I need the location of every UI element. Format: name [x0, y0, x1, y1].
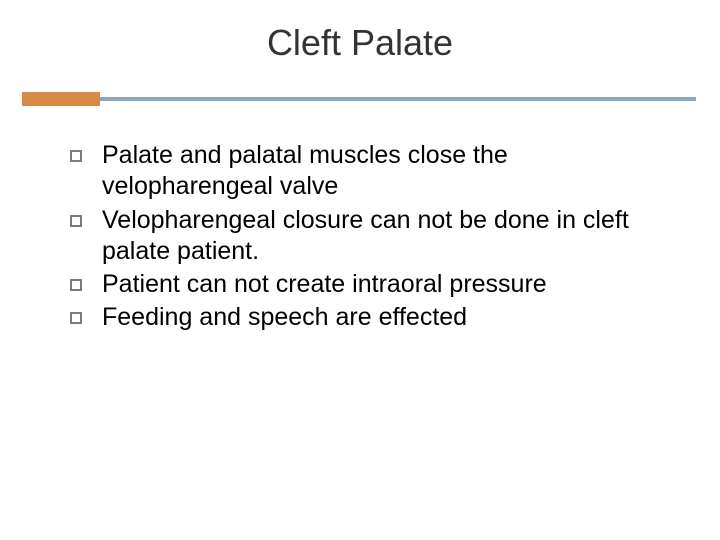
list-item: Feeding and speech are effected	[70, 302, 670, 333]
slide-title: Cleft Palate	[0, 22, 720, 64]
list-item: Velopharengeal closure can not be done i…	[70, 205, 670, 268]
bullet-square-icon	[70, 312, 82, 324]
list-item: Palate and palatal muscles close the vel…	[70, 140, 670, 203]
slide: Cleft Palate Palate and palatal muscles …	[0, 0, 720, 540]
bullet-square-icon	[70, 215, 82, 227]
bullet-text: Velopharengeal closure can not be done i…	[102, 205, 670, 268]
divider-line	[100, 97, 696, 101]
bullet-text: Feeding and speech are effected	[102, 302, 467, 333]
bullet-list: Palate and palatal muscles close the vel…	[70, 140, 670, 336]
bullet-square-icon	[70, 150, 82, 162]
bullet-text: Palate and palatal muscles close the vel…	[102, 140, 670, 203]
bullet-square-icon	[70, 279, 82, 291]
bullet-text: Patient can not create intraoral pressur…	[102, 269, 547, 300]
title-divider	[0, 92, 720, 106]
divider-accent	[22, 92, 100, 106]
list-item: Patient can not create intraoral pressur…	[70, 269, 670, 300]
